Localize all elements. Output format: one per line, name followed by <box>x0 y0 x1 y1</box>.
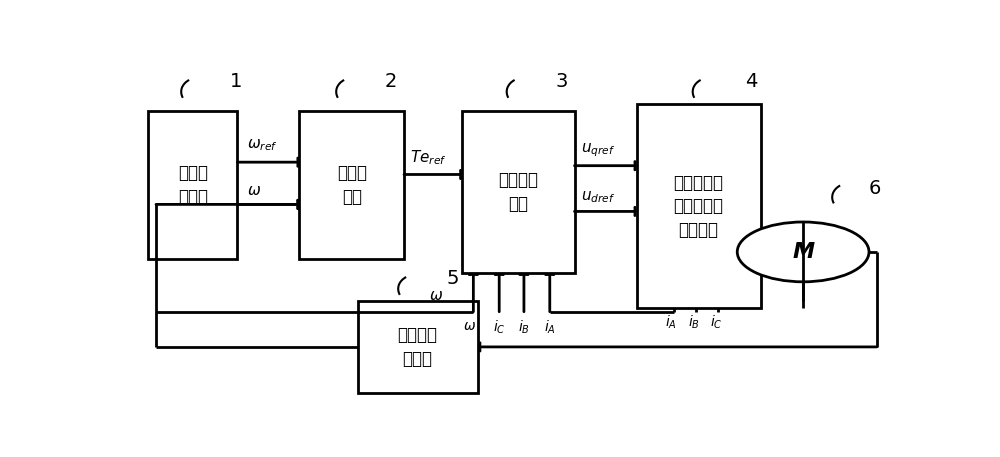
Text: $i_A$: $i_A$ <box>665 314 677 331</box>
Text: 4: 4 <box>745 72 757 91</box>
Bar <box>358 301 478 393</box>
Text: 速度传感
器模块: 速度传感 器模块 <box>398 326 438 368</box>
Text: $u_{dref}$: $u_{dref}$ <box>581 189 615 205</box>
Text: $Te_{ref}$: $Te_{ref}$ <box>410 149 447 167</box>
Text: 1: 1 <box>230 72 242 91</box>
Bar <box>299 111 404 259</box>
Text: $i_B$: $i_B$ <box>688 314 700 331</box>
Text: $i_A$: $i_A$ <box>544 319 556 336</box>
Text: $\omega$: $\omega$ <box>463 319 476 333</box>
Text: $i_B$: $i_B$ <box>518 319 530 336</box>
Text: 6: 6 <box>869 179 881 198</box>
Text: 空间矢量脉
宽调制和逆
变器模块: 空间矢量脉 宽调制和逆 变器模块 <box>674 174 724 239</box>
Text: $i_C$: $i_C$ <box>493 319 506 336</box>
Text: 5: 5 <box>447 269 459 288</box>
Circle shape <box>737 222 869 282</box>
Text: 自抗扰
模块: 自抗扰 模块 <box>337 164 367 206</box>
Text: 速度给
定模块: 速度给 定模块 <box>178 164 208 206</box>
Text: $\omega$: $\omega$ <box>247 183 261 198</box>
Bar <box>148 111 237 259</box>
Text: $i_C$: $i_C$ <box>710 314 722 331</box>
Bar <box>637 104 761 308</box>
Text: 矢量控制
模块: 矢量控制 模块 <box>498 171 538 213</box>
Text: $u_{qref}$: $u_{qref}$ <box>581 142 615 159</box>
Bar <box>462 111 574 273</box>
Text: 3: 3 <box>555 72 568 91</box>
Text: M: M <box>792 242 814 262</box>
Text: $\omega$: $\omega$ <box>429 288 443 303</box>
Text: 2: 2 <box>385 72 397 91</box>
Text: $\omega_{ref}$: $\omega_{ref}$ <box>247 138 277 154</box>
